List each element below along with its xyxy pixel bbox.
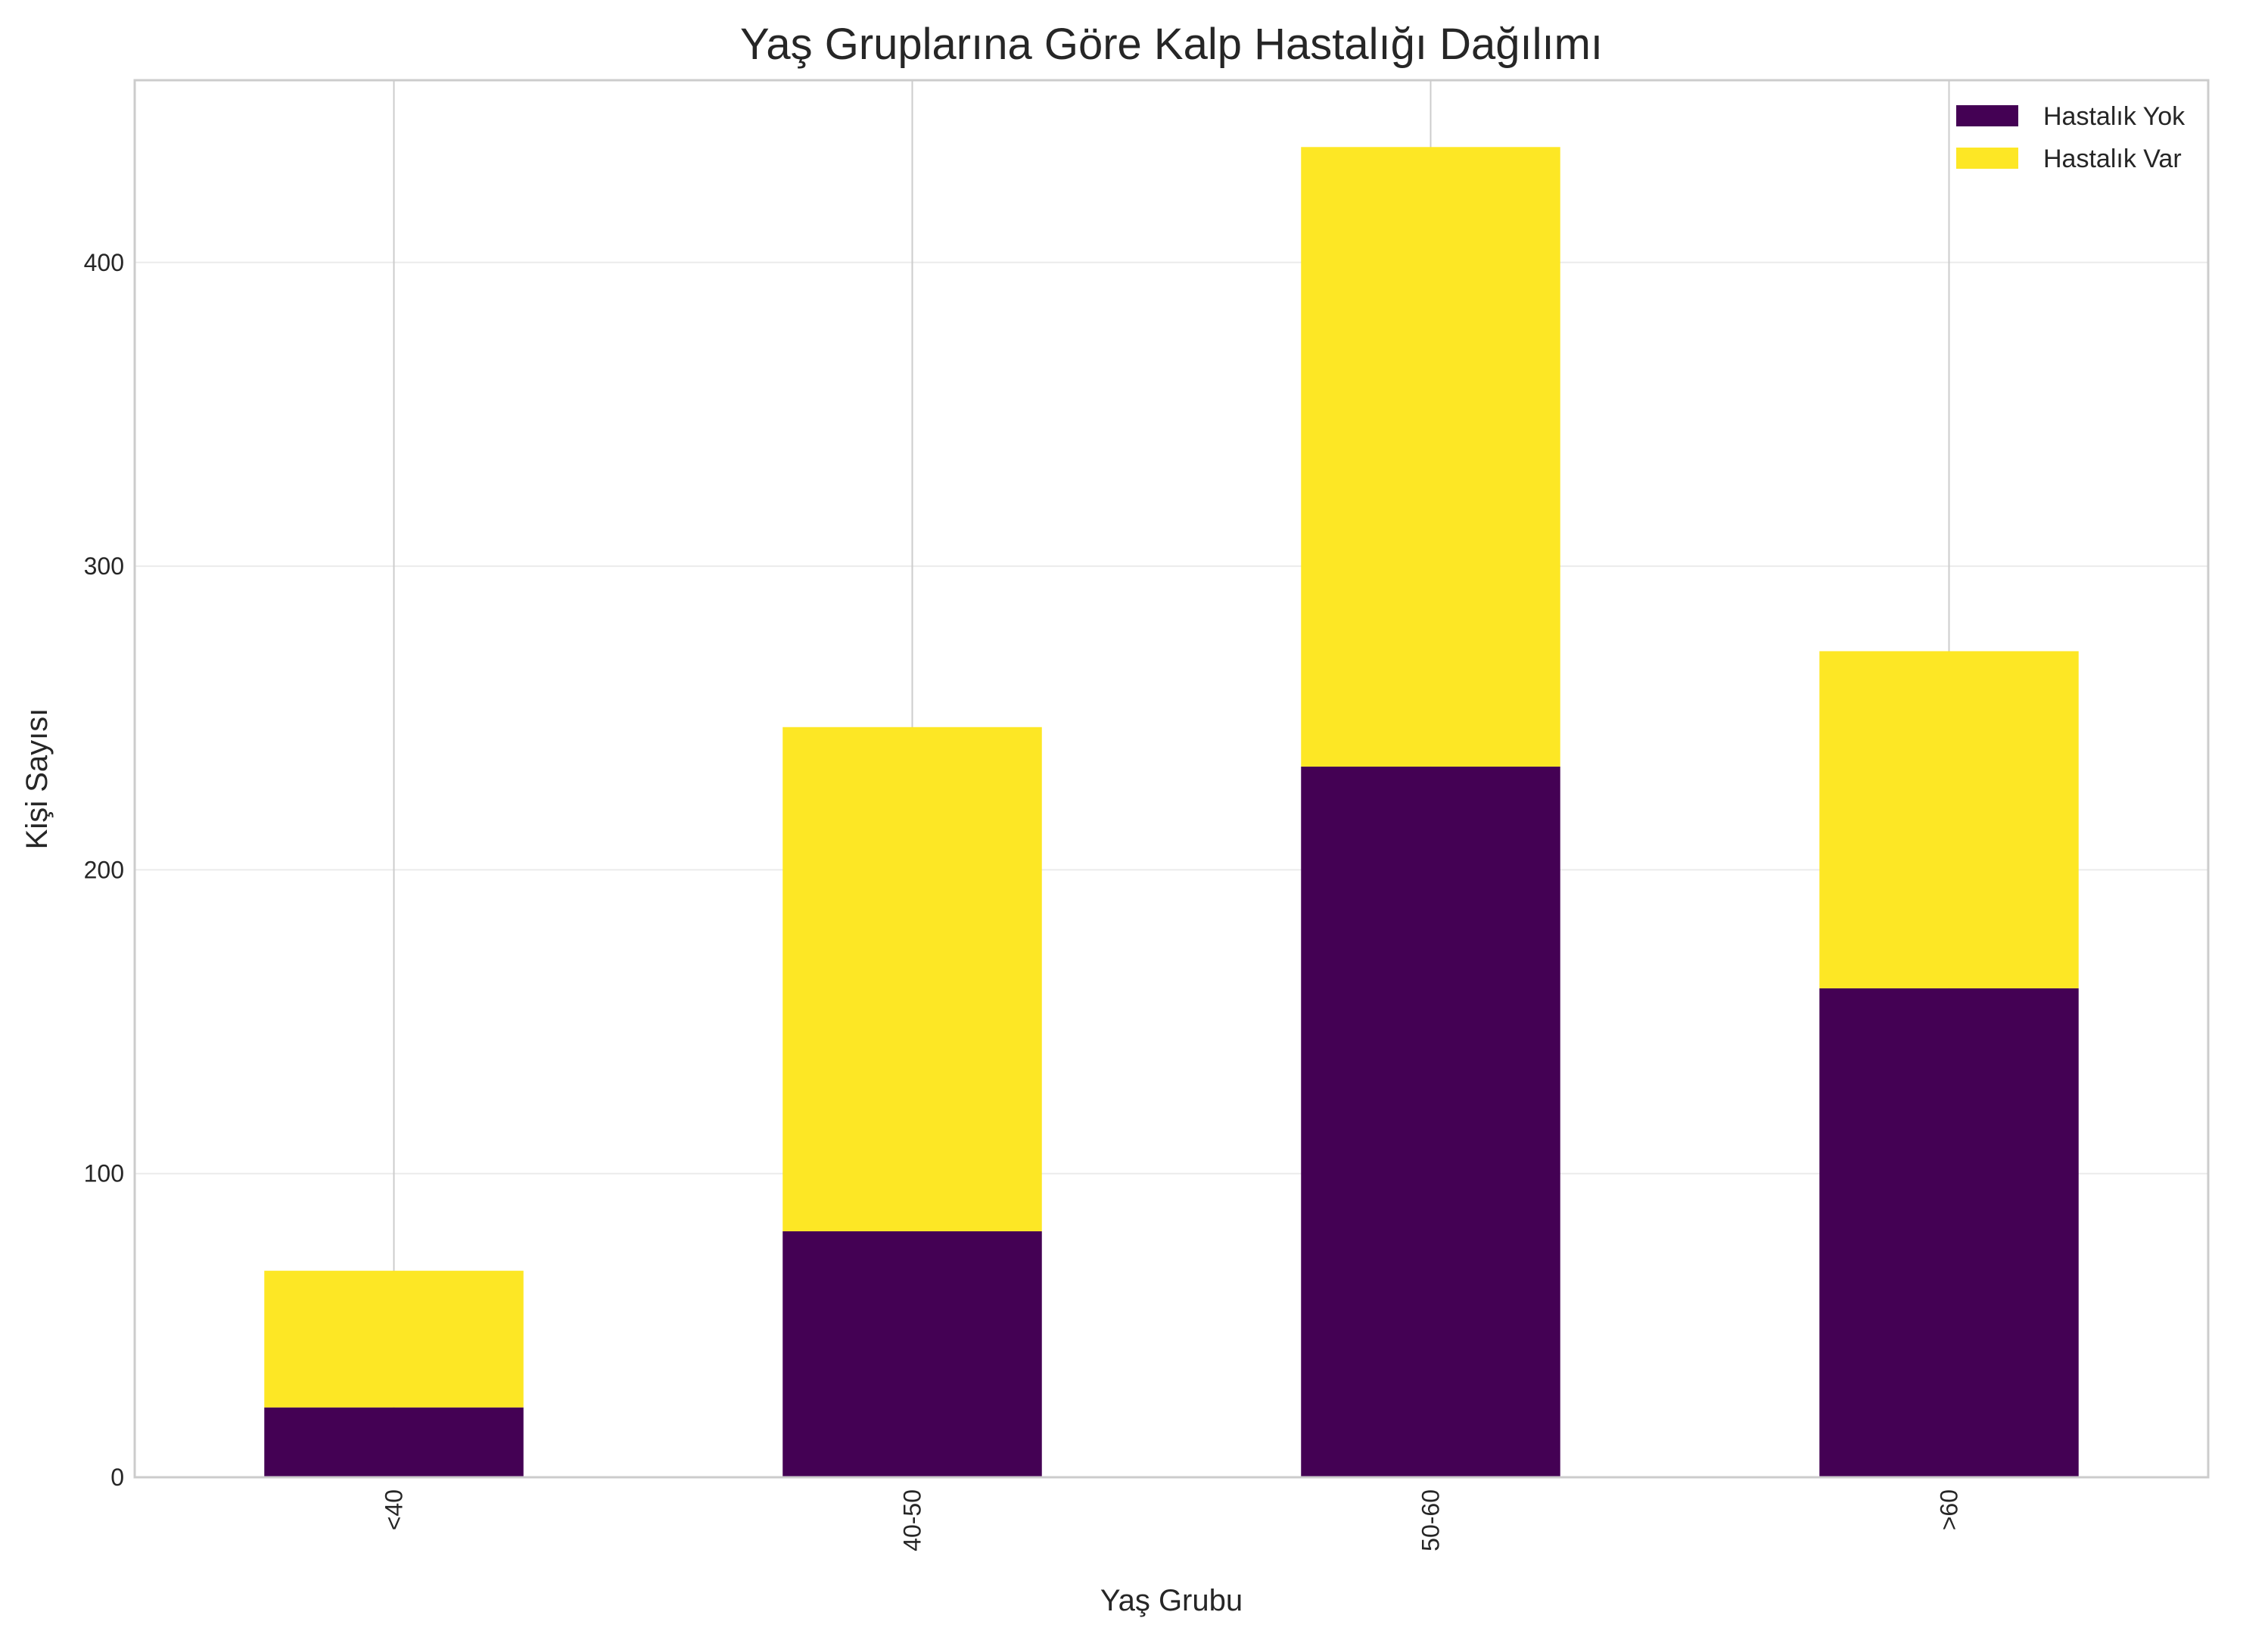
x-tick-label-40-50: 40-50 [899, 1489, 926, 1551]
bar-hastal-k-var-gt60 [1819, 651, 2079, 988]
y-tick-label: 400 [84, 249, 124, 276]
bar-hastal-k-yok-50-60 [1301, 766, 1560, 1477]
bar-hastal-k-var-50-60 [1301, 147, 1560, 767]
legend: Hastalık Yok Hastalık Var [1956, 102, 2186, 173]
y-tick-label: 0 [110, 1464, 124, 1491]
tick-labels: 0 100 200 300 400 <40 40-50 50-60 >60 [84, 249, 1963, 1551]
bar-hastal-k-var-lt40 [264, 1271, 524, 1408]
x-axis-label: Yaş Grubu [1100, 1584, 1243, 1617]
legend-swatch-hastal-k-yok [1956, 105, 2018, 126]
chart-title: Yaş Gruplarına Göre Kalp Hastalığı Dağıl… [740, 20, 1603, 69]
y-axis-label: Kişi Sayısı [20, 708, 54, 850]
y-tick-label: 300 [84, 552, 124, 580]
legend-swatch-hastal-k-var [1956, 148, 2018, 169]
x-tick-label-lt40: <40 [381, 1489, 408, 1530]
y-tick-label: 200 [84, 856, 124, 883]
bar-hastal-k-var-40-50 [782, 727, 1042, 1231]
y-tick-label: 100 [84, 1160, 124, 1187]
plot-frame [133, 79, 2210, 1479]
bar-hastal-k-yok-40-50 [782, 1231, 1042, 1477]
x-tick-label-gt60: >60 [1936, 1489, 1963, 1530]
legend-label-hastal-k-yok: Hastalık Yok [2043, 102, 2186, 131]
bar-hastal-k-yok-lt40 [264, 1407, 524, 1477]
legend-label-hastal-k-var: Hastalık Var [2043, 145, 2182, 173]
x-tick-label-50-60: 50-60 [1417, 1489, 1445, 1551]
bars [264, 147, 2079, 1477]
bar-hastal-k-yok-gt60 [1819, 988, 2079, 1477]
